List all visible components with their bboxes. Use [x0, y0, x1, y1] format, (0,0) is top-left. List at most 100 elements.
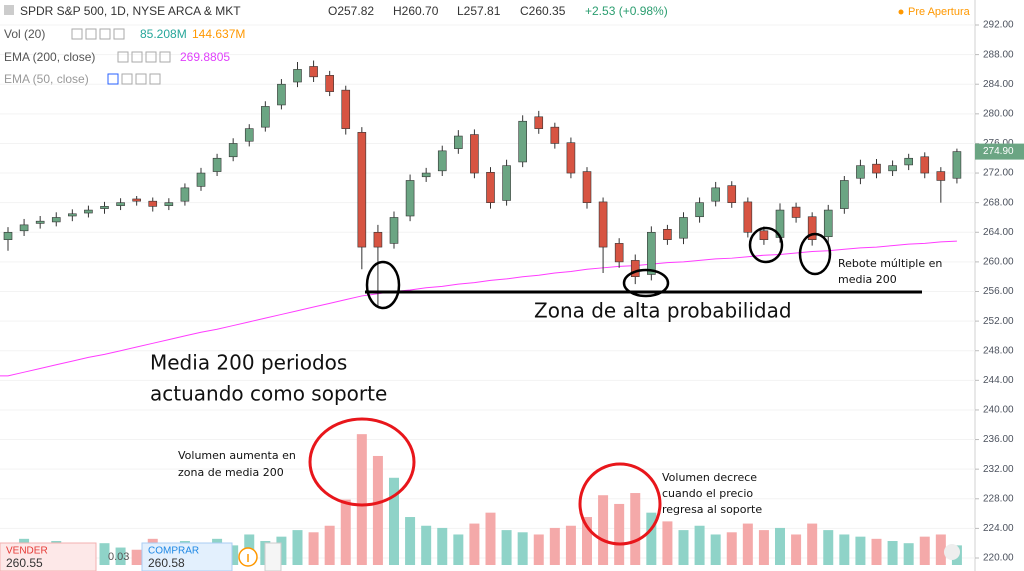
candle-body — [389, 217, 399, 244]
buy-button[interactable] — [141, 542, 233, 571]
btn[interactable] — [145, 51, 157, 63]
candle-body — [244, 128, 254, 142]
candle-body — [566, 142, 576, 174]
volume-bar — [662, 521, 673, 565]
candle-body — [727, 185, 737, 203]
candle-body — [357, 132, 367, 248]
circle — [308, 417, 416, 507]
y-tick-label: 244.00 — [983, 375, 1014, 386]
volume-bar — [726, 532, 737, 565]
y-tick-label: 280.00 — [983, 108, 1014, 119]
candle-body — [341, 89, 351, 129]
buy-price: 260.58 — [148, 556, 185, 570]
y-tick-label: 228.00 — [983, 493, 1014, 504]
candle-body — [920, 156, 930, 174]
circle — [798, 232, 832, 276]
y-tick-label: 236.00 — [983, 434, 1014, 445]
candle-body — [630, 260, 640, 277]
candle-body — [180, 187, 190, 202]
btn[interactable] — [85, 28, 97, 40]
candle-body — [518, 120, 527, 163]
volume-bar — [598, 495, 609, 565]
candle-body — [277, 83, 286, 106]
indicator-buttons — [71, 28, 171, 85]
last-price-tag — [975, 143, 1024, 160]
btn[interactable] — [117, 51, 129, 63]
candle-body — [261, 106, 270, 128]
volume-bar — [372, 455, 383, 565]
volume-down-label: cuando el precio — [662, 487, 753, 500]
btn[interactable] — [159, 51, 171, 63]
y-tick-label: 260.00 — [983, 257, 1014, 268]
candle-body — [888, 165, 897, 172]
candle-body — [405, 180, 415, 217]
ohlc: H260.70 — [393, 4, 439, 18]
volume-bar — [437, 527, 448, 565]
indicator-name: EMA (200, close) — [4, 50, 95, 64]
btn[interactable] — [99, 28, 111, 40]
candle-body — [791, 206, 801, 218]
candle-body — [823, 209, 833, 238]
indicator-value: 269.8805 — [180, 50, 230, 64]
candle-body — [325, 75, 334, 92]
candle-body — [534, 116, 544, 129]
candle-body — [84, 209, 93, 214]
symbol-icon[interactable] — [4, 5, 14, 15]
y-axis: 220.00 224.00 228.00 232.00 236.00 240.00 244.… — [975, 20, 1024, 564]
market-status: Pre Apertura — [908, 6, 971, 18]
candle-body — [470, 134, 479, 174]
candle-body — [116, 202, 125, 206]
y-tick-label: 264.00 — [983, 227, 1014, 238]
volume-up-label: zona de media 200 — [178, 466, 284, 479]
candle-body — [598, 201, 608, 248]
volume-bar — [775, 527, 785, 565]
candle-body — [695, 202, 704, 218]
y-tick-label: 284.00 — [983, 79, 1014, 90]
volume-bar — [903, 543, 914, 565]
y-tick-label: 252.00 — [983, 316, 1014, 327]
indicator-name: Vol (20) — [4, 27, 45, 41]
candle-body — [196, 172, 206, 187]
volume-bar — [710, 534, 721, 565]
indicator-name: EMA (50, close) — [4, 72, 89, 86]
sell-label: VENDER — [6, 546, 48, 557]
circle — [578, 462, 662, 546]
btn[interactable] — [121, 73, 133, 85]
support-label: actuando como soporte — [150, 382, 387, 406]
candle-body — [872, 163, 881, 174]
volume-bar — [356, 434, 367, 565]
scroll-button[interactable] — [944, 544, 960, 560]
candle-body — [614, 243, 624, 263]
qty-buttons[interactable] — [264, 542, 282, 571]
volume-bar — [919, 536, 930, 565]
candle-body — [679, 217, 688, 239]
candle-body — [904, 157, 913, 166]
candle-body — [373, 231, 383, 248]
support-label: Media 200 periodos — [150, 351, 347, 375]
spread: 0.03 — [108, 551, 129, 563]
volume-down-label: regresa al soporte — [662, 503, 762, 516]
buy-label: COMPRAR — [148, 546, 199, 557]
status-dot — [898, 9, 904, 15]
candle-body — [743, 201, 753, 233]
volume-bar — [421, 525, 432, 565]
candle-body — [309, 66, 318, 78]
btn[interactable] — [71, 28, 83, 40]
zone-label: Zona de alta probabilidad — [534, 299, 792, 323]
btn[interactable] — [107, 73, 119, 85]
candle-body — [212, 157, 222, 172]
sell-button[interactable] — [0, 542, 97, 571]
btn[interactable] — [131, 51, 143, 63]
btn[interactable] — [113, 28, 125, 40]
candle-body — [164, 202, 174, 206]
y-tick-label: 276.00 — [983, 138, 1014, 149]
indicator-value: 85.208M — [140, 27, 187, 41]
y-tick-label: 240.00 — [983, 405, 1014, 416]
candle-body — [454, 135, 463, 149]
btn[interactable] — [135, 73, 147, 85]
volume-bar — [389, 477, 399, 565]
volume-bar — [758, 530, 769, 565]
candle-body — [856, 165, 865, 179]
btn[interactable] — [149, 73, 161, 85]
